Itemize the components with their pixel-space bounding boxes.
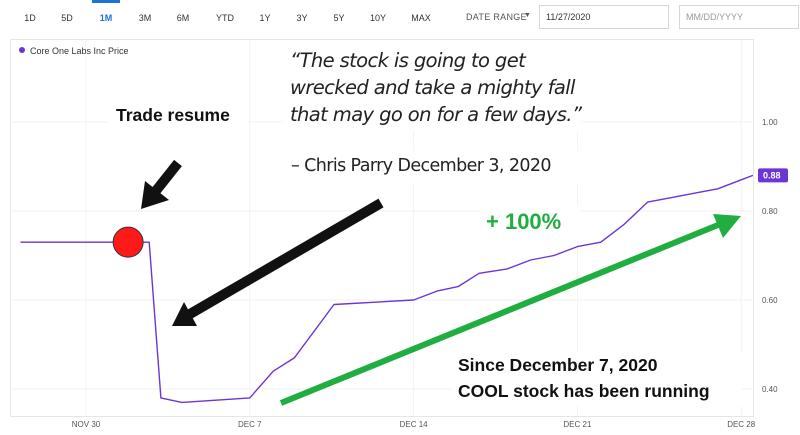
- red-dot-marker-icon: [112, 226, 144, 258]
- quote-attribution: – Chris Parry December 3, 2020: [291, 156, 552, 176]
- y-tick-label: 1.00: [762, 118, 778, 127]
- range-button-3y[interactable]: 3Y: [296, 13, 308, 23]
- x-tick-label: DEC 28: [727, 420, 756, 429]
- y-tick-label: 0.60: [762, 296, 778, 305]
- y-tick-label: 0.40: [762, 385, 778, 394]
- range-button-6m[interactable]: 6M: [176, 13, 190, 23]
- price-series-line: [20, 174, 754, 404]
- range-button-10y[interactable]: 10Y: [369, 13, 386, 23]
- legend-label: Core One Labs Inc Price: [30, 46, 129, 56]
- quote-line: wrecked and take a mighty fall: [290, 76, 575, 99]
- trade-resume-label: Trade resume: [116, 105, 230, 125]
- quote-background: [282, 41, 582, 131]
- legend-swatch: [19, 47, 25, 53]
- range-button-1d[interactable]: 1D: [24, 13, 36, 23]
- y-tick-label: 0.80: [762, 207, 778, 216]
- trade-resume-background: [108, 98, 248, 130]
- x-tick-label: NOV 30: [72, 420, 101, 429]
- quote-line: that may go on for a few days.”: [290, 103, 582, 126]
- chart-legend: Core One Labs Inc Price: [19, 46, 129, 56]
- range-button-1m[interactable]: 1M: [92, 0, 120, 37]
- x-tick-label: DEC 21: [563, 420, 592, 429]
- x-tick-label: DEC 14: [400, 420, 429, 429]
- range-toolbar: 1D 5D 1M 3M 6M YTD 1Y 3Y 5Y 10Y MAX DATE…: [0, 0, 800, 36]
- since-background: [452, 352, 742, 406]
- range-button-ytd[interactable]: YTD: [216, 13, 234, 23]
- x-tick-label: DEC 7: [238, 420, 262, 429]
- range-button-max[interactable]: MAX: [411, 13, 431, 23]
- last-price-label: 0.88: [763, 170, 781, 180]
- chart-frame: [10, 39, 754, 417]
- last-price-tag: 0.88: [758, 168, 788, 183]
- date-range-dropdown[interactable]: DATE RANGE: [466, 12, 527, 22]
- range-button-1y[interactable]: 1Y: [259, 13, 271, 23]
- range-button-5d[interactable]: 5D: [61, 13, 73, 23]
- since-line: Since December 7, 2020: [458, 355, 658, 375]
- green-arrow-up-right-icon: [279, 214, 741, 406]
- since-line: COOL stock has been running: [458, 381, 710, 401]
- range-button-5y[interactable]: 5Y: [333, 13, 345, 23]
- start-date-input[interactable]: [539, 5, 669, 29]
- gain-background: [480, 206, 580, 240]
- caret-down-icon[interactable]: ▼: [524, 12, 531, 19]
- attribution-background: [280, 151, 580, 183]
- black-arrow-down-left-icon: [172, 198, 384, 326]
- range-button-3m[interactable]: 3M: [138, 13, 152, 23]
- gain-label: + 100%: [486, 209, 562, 234]
- quote-line: “The stock is going to get: [290, 49, 526, 72]
- end-date-input[interactable]: [679, 5, 799, 29]
- black-arrow-down-right-icon: [141, 159, 182, 209]
